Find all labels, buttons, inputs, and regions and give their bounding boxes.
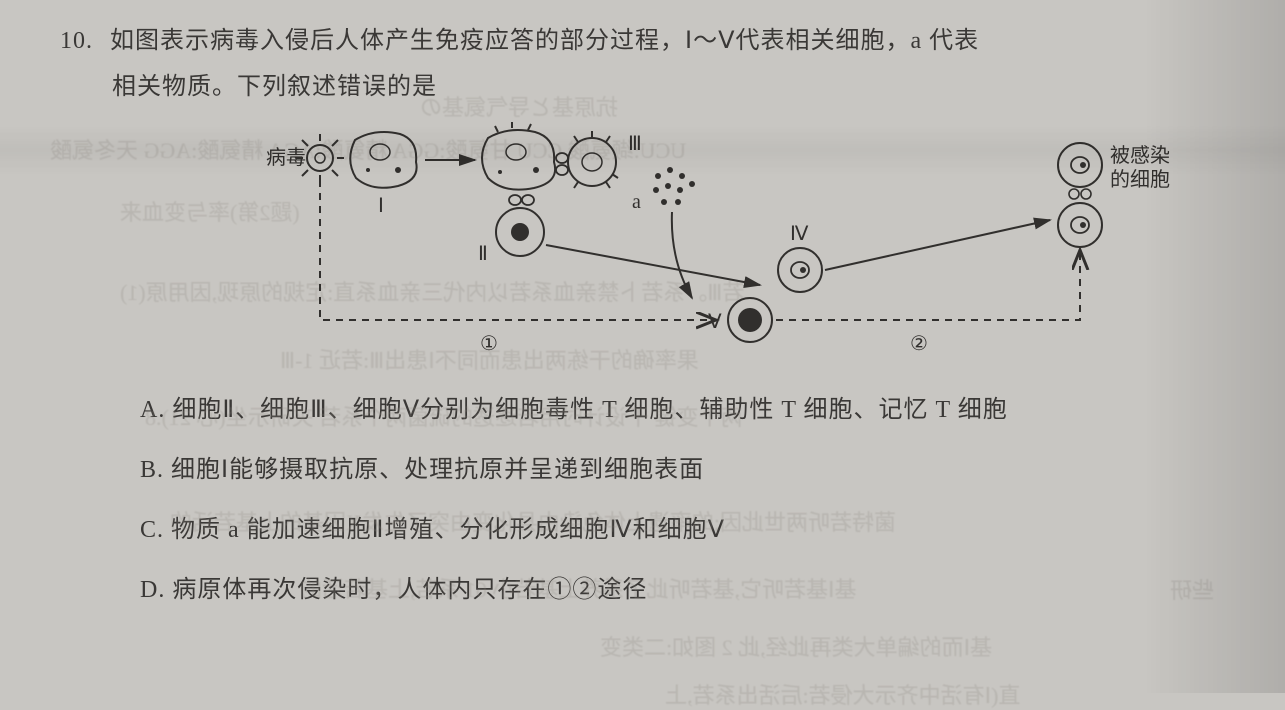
cell-I (350, 132, 416, 188)
question-stem-line2: 相关物质。下列叙述错误的是 (112, 64, 1245, 110)
ghost-text: 直(Ⅰ有活中齐示大侵若:后活出系若,上 (665, 678, 1020, 710)
option-B: B. 细胞Ⅰ能够摄取抗原、处理抗原并呈递到细胞表面 (140, 440, 1245, 500)
cell-III (556, 131, 618, 188)
virus-label: 病毒 (266, 146, 306, 169)
cell-II (496, 195, 544, 256)
option-A: A. 细胞Ⅱ、细胞Ⅲ、细胞Ⅴ分别为细胞毒性 T 细胞、辅助性 T 细胞、记忆 T… (140, 380, 1245, 440)
options-block: A. 细胞Ⅱ、细胞Ⅲ、细胞Ⅴ分别为细胞毒性 T 细胞、辅助性 T 细胞、记忆 T… (60, 380, 1245, 620)
ghost-text: 基Ⅰ而的编单大类再此经,此 2 图如:二类变 (600, 630, 992, 662)
cell-IV (778, 248, 822, 292)
question-number: 10. (60, 18, 110, 64)
arrow-IV-to-target (825, 220, 1050, 270)
label-I: Ⅰ (378, 195, 384, 217)
apc-cell (482, 122, 555, 190)
option-D: D. 病原体再次侵染时，人体内只存在①②途径 (140, 560, 1245, 620)
label-IV: Ⅳ (790, 223, 809, 245)
label-circ2: ② (910, 333, 928, 355)
cell-V (728, 298, 772, 342)
infected-label-2: 的细胞 (1110, 168, 1170, 191)
arrow-a-down (672, 212, 692, 298)
immunity-diagram: 病毒 Ⅰ (260, 120, 1210, 370)
option-C: C. 物质 a 能加速细胞Ⅱ增殖、分化形成细胞Ⅳ和细胞Ⅴ (140, 500, 1245, 560)
label-III: Ⅲ (628, 133, 642, 155)
stem-text-2: 相关物质。下列叙述错误的是 (112, 74, 437, 100)
substance-a (653, 167, 695, 205)
infected-cells (1058, 143, 1102, 247)
arrow-II-to-IV (546, 245, 760, 285)
question-stem-line1: 10.如图表示病毒入侵后人体产生免疫应答的部分过程，Ⅰ～Ⅴ代表相关细胞，a 代表 (60, 18, 1245, 64)
label-II: Ⅱ (478, 243, 488, 265)
infected-label-1: 被感染 (1110, 144, 1170, 167)
stem-text-1: 如图表示病毒入侵后人体产生免疫应答的部分过程，Ⅰ～Ⅴ代表相关细胞，a 代表 (110, 28, 979, 54)
label-circ1: ① (480, 333, 498, 355)
label-V: Ⅴ (708, 311, 722, 333)
label-a: a (632, 191, 641, 213)
